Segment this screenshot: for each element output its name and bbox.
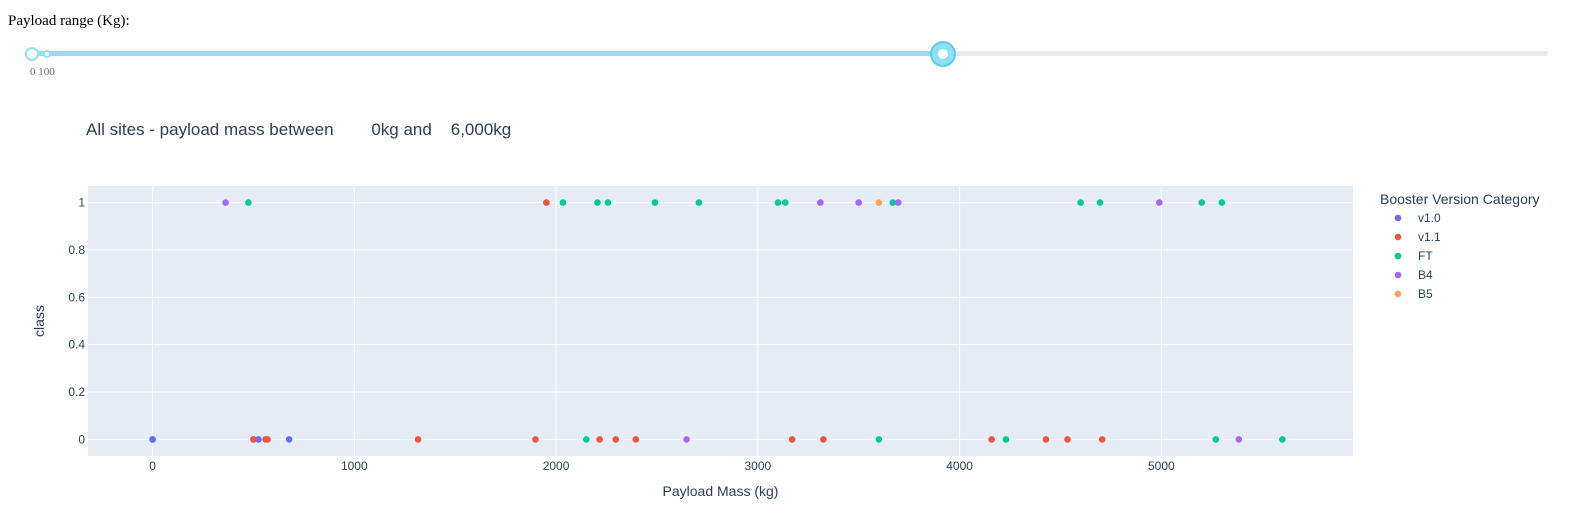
- x-tick-label: 3000: [744, 459, 771, 473]
- y-tick-label: 0: [78, 432, 85, 446]
- y-tick-label: 0.2: [68, 385, 85, 399]
- data-point-v1-1: [596, 436, 603, 443]
- data-point-FT: [594, 199, 601, 206]
- y-tick-label: 0.4: [68, 338, 85, 352]
- data-point-v1-1: [988, 436, 995, 443]
- x-tick-label: 0: [149, 459, 156, 473]
- legend-marker: [1394, 252, 1402, 260]
- data-point-FT: [651, 199, 659, 206]
- data-point-B4: [817, 199, 824, 206]
- legend-label: v1.0: [1418, 211, 1441, 225]
- data-point-FT: [1002, 436, 1010, 443]
- legend-label: B4: [1418, 268, 1433, 282]
- x-axis-title: Payload Mass (kg): [663, 483, 779, 499]
- data-point-v1-0: [255, 436, 262, 443]
- payload-range-slider[interactable]: [25, 40, 1548, 68]
- legend-label: FT: [1418, 249, 1433, 263]
- legend-marker: [1394, 271, 1402, 279]
- data-point-FT: [245, 199, 252, 206]
- data-point-v1-1: [1064, 436, 1071, 443]
- data-point-FT: [1212, 436, 1220, 443]
- data-point-v1-1: [788, 436, 796, 443]
- data-point-FT: [781, 199, 789, 206]
- data-point-FT: [583, 436, 590, 443]
- legend-label: B5: [1418, 287, 1433, 301]
- y-tick-label: 0.8: [68, 243, 85, 257]
- data-point-v1-1: [820, 436, 827, 443]
- data-point-B4: [1235, 436, 1243, 443]
- data-point-FT: [1096, 199, 1104, 206]
- data-point-v1-1: [414, 436, 422, 443]
- slider-marks: 0 100: [30, 66, 55, 78]
- data-point-FT: [604, 199, 612, 206]
- data-point-FT: [1218, 199, 1226, 206]
- data-point-FT: [1198, 199, 1205, 206]
- data-point-v1-1: [1042, 436, 1050, 443]
- data-point-FT: [774, 199, 782, 206]
- data-point-B4: [683, 436, 690, 443]
- legend-marker: [1394, 233, 1402, 241]
- data-point-B5: [875, 199, 883, 206]
- data-point-v1-1: [262, 436, 269, 443]
- y-tick-label: 0.6: [68, 290, 85, 304]
- slider-mark-dot: [43, 50, 51, 58]
- data-point-FT: [695, 199, 703, 206]
- legend-marker: [1394, 290, 1402, 298]
- x-tick-label: 2000: [543, 459, 570, 473]
- data-point-v1-1: [532, 436, 539, 443]
- y-axis-title: class: [31, 305, 47, 337]
- slider-selected-track[interactable]: [32, 51, 942, 56]
- data-point-B4: [222, 199, 229, 206]
- data-point-B4: [894, 199, 902, 206]
- slider-max-handle[interactable]: [932, 43, 954, 65]
- legend-title: Booster Version Category: [1380, 191, 1540, 207]
- data-point-FT: [1279, 436, 1286, 443]
- data-point-v1-1: [543, 199, 550, 206]
- data-point-v1-1: [250, 436, 257, 443]
- x-tick-label: 1000: [341, 459, 368, 473]
- x-tick-label: 4000: [946, 459, 973, 473]
- y-tick-label: 1: [78, 196, 85, 210]
- data-point-FT: [889, 199, 897, 206]
- slider-min-handle[interactable]: [25, 47, 39, 61]
- x-tick-label: 5000: [1148, 459, 1175, 473]
- legend-marker: [1394, 214, 1402, 222]
- data-point-FT: [559, 199, 567, 206]
- data-point-B4: [855, 199, 863, 206]
- data-point-v1-1: [632, 436, 640, 443]
- data-point-FT: [1077, 199, 1084, 206]
- chart-title: All sites - payload mass between 0kg and…: [86, 120, 512, 139]
- data-point-v1-1: [1098, 436, 1106, 443]
- data-point-B4: [1156, 199, 1163, 206]
- data-point-FT: [875, 436, 883, 443]
- plot-background: [88, 186, 1353, 456]
- data-point-v1-0: [149, 436, 156, 443]
- data-point-v1-0: [285, 436, 293, 443]
- data-point-v1-1: [612, 436, 620, 443]
- slider-label: Payload range (Kg):: [8, 13, 130, 29]
- legend-label: v1.1: [1418, 230, 1441, 244]
